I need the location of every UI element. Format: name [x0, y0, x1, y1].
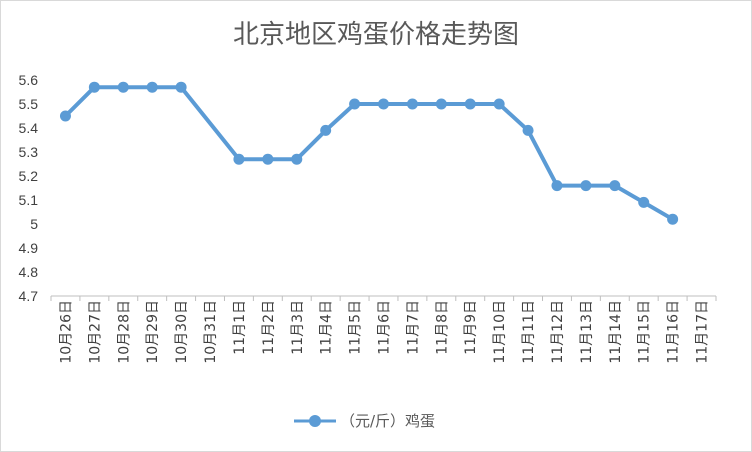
data-point [435, 98, 447, 110]
x-tick-label: 11月17日 [695, 300, 711, 364]
x-tick-label: 11月9日 [463, 300, 479, 355]
data-point [59, 110, 71, 122]
y-tick-label: 5.1 [19, 192, 39, 208]
x-tick-label: 11月12日 [550, 300, 566, 364]
data-point [609, 180, 621, 192]
x-tick-label: 11月7日 [405, 300, 421, 355]
y-tick-label: 5 [30, 216, 38, 232]
x-tick-label: 11月16日 [666, 300, 682, 364]
legend-marker [309, 415, 321, 427]
y-tick-label: 5.2 [19, 168, 39, 184]
data-point [320, 124, 332, 136]
data-point [146, 81, 158, 93]
data-point [378, 98, 389, 110]
x-tick-label: 11月4日 [319, 300, 335, 355]
x-tick-label: 10月30日 [174, 300, 190, 364]
x-tick-label: 11月5日 [348, 300, 364, 355]
chart-title: 北京地区鸡蛋价格走势图 [233, 20, 519, 50]
data-point [117, 81, 129, 93]
x-tick-label: 11月2日 [261, 300, 277, 355]
x-tick-label: 10月27日 [87, 300, 103, 364]
x-tick-label: 11月13日 [579, 300, 595, 364]
y-axis-ticks: 4.7 4.8 4.9 5 5.1 5.2 5.3 5.4 5.5 5.6 [19, 72, 39, 304]
data-point [291, 153, 303, 165]
series-egg-price [59, 81, 679, 225]
y-tick-label: 4.8 [19, 264, 39, 280]
x-tick-label: 10月29日 [145, 300, 161, 364]
y-tick-label: 4.7 [19, 288, 39, 304]
data-point [551, 180, 563, 192]
x-tick-label: 10月28日 [116, 300, 132, 364]
x-tick-label: 11月1日 [232, 300, 248, 355]
data-point [175, 81, 187, 93]
x-tick-label: 10月26日 [58, 300, 74, 364]
data-point [493, 98, 505, 110]
x-tick-label: 11月15日 [637, 300, 653, 364]
y-tick-label: 4.9 [19, 240, 39, 256]
data-point [464, 98, 476, 110]
data-point [349, 98, 361, 110]
data-point [262, 153, 274, 165]
x-tick-label: 11月11日 [521, 300, 537, 364]
series-line [63, 85, 675, 222]
x-tick-label: 10月31日 [203, 300, 219, 364]
y-tick-label: 5.6 [19, 72, 39, 88]
data-point [88, 81, 100, 93]
x-tick-label: 11月14日 [608, 300, 624, 364]
data-point [638, 196, 650, 208]
x-axis [50, 295, 717, 301]
x-tick-label: 11月3日 [290, 300, 306, 355]
y-tick-label: 5.3 [19, 144, 39, 160]
legend: （元/斤）鸡蛋 [294, 412, 435, 430]
data-point [667, 213, 679, 225]
data-point [233, 153, 245, 165]
x-tick-label: 11月6日 [377, 300, 393, 355]
x-axis-ticks: 10月26日 10月27日 10月28日 10月29日 10月30日 10月31日 11月1… [58, 300, 710, 364]
y-tick-label: 5.5 [19, 96, 39, 112]
x-tick-label: 11月8日 [434, 300, 450, 355]
legend-label: （元/斤）鸡蛋 [340, 412, 435, 430]
x-tick-label: 11月10日 [492, 300, 508, 364]
data-point [406, 98, 418, 110]
data-point [522, 124, 534, 136]
data-point [580, 180, 592, 192]
y-tick-label: 5.4 [19, 120, 39, 136]
